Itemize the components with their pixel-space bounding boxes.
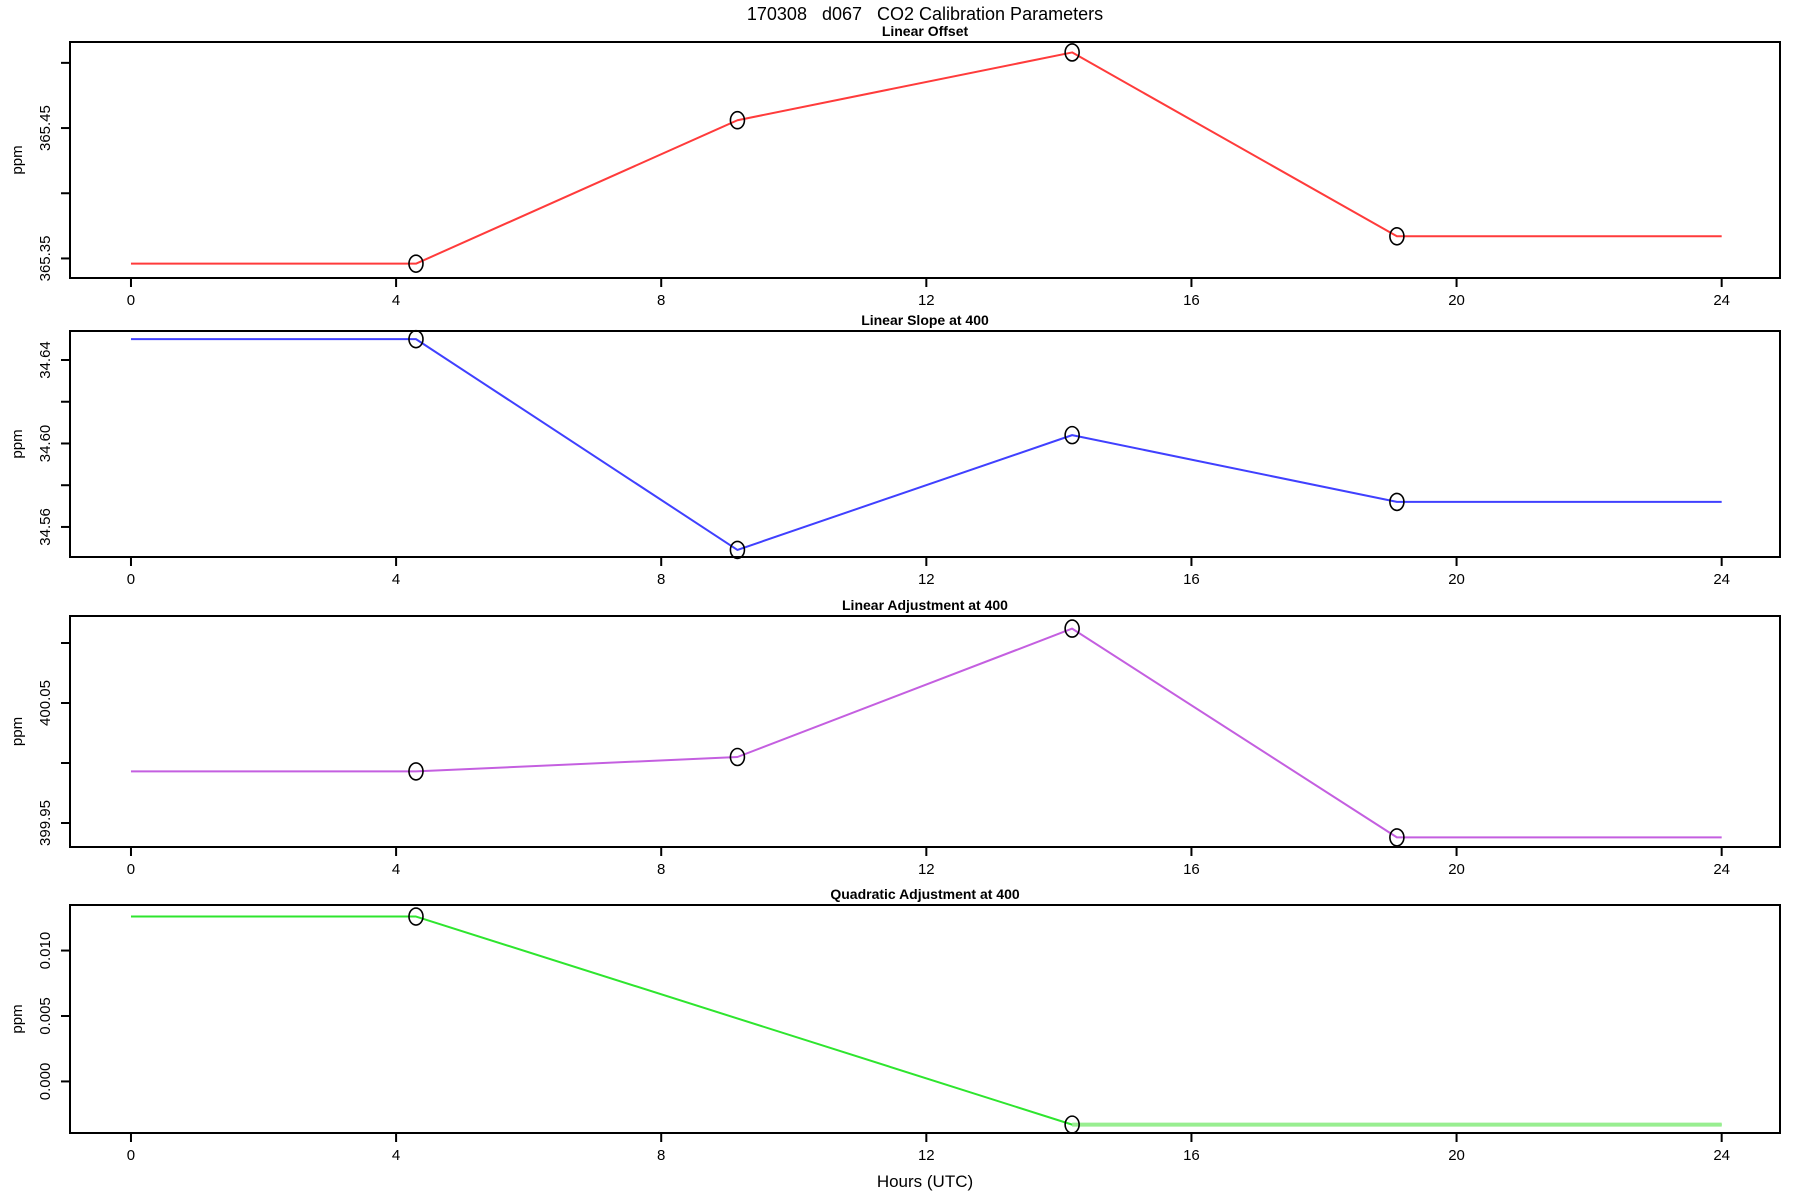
data-point-marker: [1064, 43, 1080, 62]
y-axis-unit-label: ppm: [9, 1004, 26, 1033]
y-tick-label: 0.000: [37, 1063, 54, 1101]
x-tick-label: 24: [1713, 571, 1730, 588]
plot-box: [69, 330, 1781, 558]
data-point-marker: [408, 254, 424, 273]
x-tick-label: 24: [1713, 1147, 1730, 1164]
data-point-marker: [408, 762, 424, 781]
plot-box: [69, 615, 1781, 848]
x-tick-label: 8: [657, 861, 665, 878]
data-point-marker: [1064, 425, 1080, 445]
x-tick-label: 16: [1183, 861, 1200, 878]
x-tick-label: 24: [1713, 861, 1730, 878]
y-tick-label: 400.05: [37, 680, 54, 726]
x-tick-label: 4: [392, 571, 400, 588]
x-tick-label: 8: [657, 571, 665, 588]
data-point-marker: [729, 747, 746, 767]
series-line: [130, 51, 1722, 265]
x-tick-label: 0: [127, 1147, 135, 1164]
panel-title: Linear Adjustment at 400: [842, 597, 1008, 613]
y-tick-label: 34.64: [37, 341, 54, 379]
x-tick-label: 20: [1448, 861, 1465, 878]
data-point-marker: [729, 110, 746, 130]
y-tick-label: 0.010: [37, 932, 54, 970]
y-axis-unit-label: ppm: [9, 145, 26, 174]
panel-title: Linear Offset: [882, 23, 969, 39]
x-tick-label: 12: [918, 1147, 935, 1164]
series-line: [130, 915, 1722, 1126]
x-axis-label: Hours (UTC): [876, 1172, 974, 1191]
panel-title: Quadratic Adjustment at 400: [830, 886, 1020, 902]
x-tick-label: 12: [918, 571, 935, 588]
data-point-marker: [408, 907, 424, 926]
data-point-marker: [1064, 1115, 1080, 1134]
x-tick-label: 24: [1713, 292, 1730, 309]
data-point-marker: [1064, 619, 1080, 638]
x-tick-label: 16: [1183, 571, 1200, 588]
y-axis-unit-label: ppm: [9, 717, 26, 746]
x-tick-label: 16: [1183, 292, 1200, 309]
x-tick-label: 20: [1448, 292, 1465, 309]
x-tick-label: 4: [392, 1147, 400, 1164]
x-tick-label: 20: [1448, 571, 1465, 588]
x-tick-label: 12: [918, 861, 935, 878]
x-tick-label: 12: [918, 292, 935, 309]
y-tick-label: 365.35: [37, 235, 54, 281]
series-line: [130, 338, 1722, 551]
data-point-marker: [408, 329, 424, 349]
data-point-marker: [729, 540, 746, 560]
x-tick-label: 4: [392, 861, 400, 878]
data-point-marker: [1389, 492, 1405, 512]
x-tick-label: 0: [127, 861, 135, 878]
x-tick-label: 16: [1183, 1147, 1200, 1164]
x-tick-label: 8: [657, 292, 665, 309]
x-tick-label: 8: [657, 1147, 665, 1164]
y-axis-unit-label: ppm: [9, 429, 26, 458]
x-tick-label: 4: [392, 292, 400, 309]
y-tick-label: 34.56: [37, 508, 54, 546]
plot-box: [69, 904, 1781, 1134]
y-tick-label: 0.005: [37, 997, 54, 1035]
x-tick-label: 0: [127, 571, 135, 588]
page-title: 170308 d067 CO2 Calibration Parameters: [746, 4, 1104, 24]
x-tick-label: 20: [1448, 1147, 1465, 1164]
data-point-marker: [1389, 226, 1405, 246]
y-tick-label: 365.45: [37, 105, 54, 151]
plot-box: [69, 41, 1781, 279]
panel-title: Linear Slope at 400: [861, 312, 989, 328]
data-point-marker: [1389, 828, 1405, 847]
series-line: [130, 627, 1722, 839]
y-tick-label: 399.95: [37, 800, 54, 846]
x-tick-label: 0: [127, 292, 135, 309]
y-tick-label: 34.60: [37, 425, 54, 463]
